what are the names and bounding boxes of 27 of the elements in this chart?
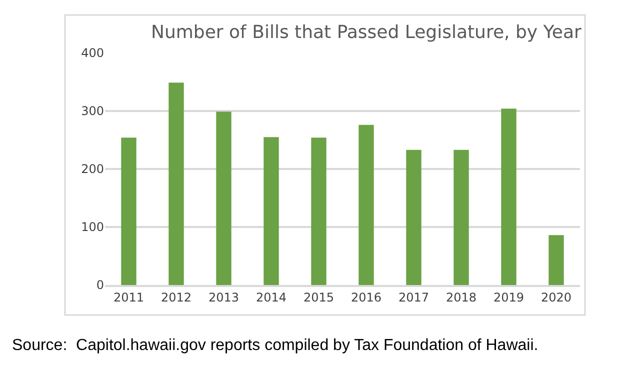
y-tick-label: 200: [81, 162, 104, 176]
y-tick-label: 100: [81, 220, 104, 234]
bar: [264, 137, 279, 285]
x-tick-label: 2014: [256, 290, 287, 304]
x-tick-label: 2011: [113, 290, 144, 304]
chart-title: Number of Bills that Passed Legislature, by Year: [151, 22, 582, 43]
x-tick-label: 2020: [540, 290, 572, 304]
y-tick-label: 400: [81, 46, 104, 60]
bar: [501, 108, 516, 285]
bar: [406, 150, 422, 285]
x-tick-label: 2018: [446, 290, 477, 304]
bar: [168, 82, 184, 285]
bar: [311, 138, 326, 285]
bar: [216, 112, 232, 285]
x-tick-label: 2013: [208, 290, 240, 304]
x-tick-label: 2012: [160, 290, 192, 304]
source-note: Source: Capitol.hawaii.gov reports compiled by Tax Foundation of Hawaii.: [12, 337, 538, 354]
y-tick-label: 0: [96, 278, 104, 292]
y-tick-label: 300: [81, 104, 104, 118]
x-tick-label: 2015: [303, 290, 334, 304]
bar: [121, 138, 136, 285]
x-tick-label: 2019: [493, 290, 524, 304]
bar: [454, 150, 469, 285]
x-tick-label: 2016: [350, 290, 382, 304]
bar: [358, 124, 374, 285]
bar: [548, 235, 564, 285]
x-tick-label: 2017: [398, 290, 430, 304]
